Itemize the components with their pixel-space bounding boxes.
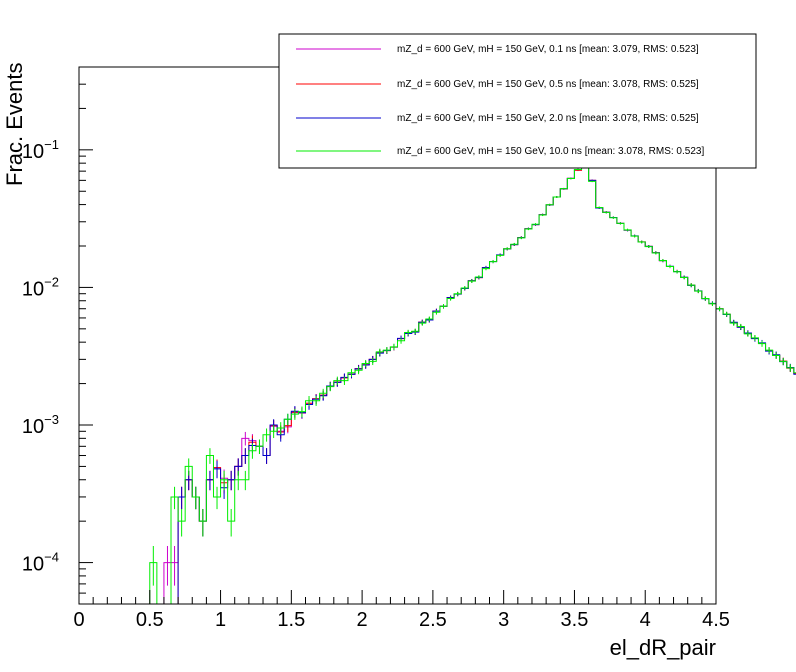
x-tick-label: 3	[498, 609, 509, 631]
x-tick-label: 1.5	[277, 609, 305, 631]
series-3-line	[79, 156, 796, 605]
series-layer	[79, 156, 796, 605]
legend-label-1: mZ_d = 600 GeV, mH = 150 GeV, 0.5 ns [me…	[397, 79, 699, 90]
x-tick-label: 4	[640, 609, 651, 631]
x-tick-label: 4.5	[702, 609, 730, 631]
x-tick-label: 3.5	[561, 609, 589, 631]
y-axis: 10−4 10−3 10−2 10−1	[22, 66, 93, 605]
y-tick-label: 10−1	[22, 137, 59, 163]
x-tick-label: 2	[357, 609, 368, 631]
legend-label-2: mZ_d = 600 GeV, mH = 150 GeV, 2.0 ns [me…	[397, 113, 699, 124]
y-tick-label: 10−3	[22, 412, 59, 438]
y-tick-label: 10−4	[22, 550, 59, 576]
x-tick-label: 2.5	[419, 609, 447, 631]
x-axis: 0 0.5 1 1.5 2 2.5 3 3.5 4 4.5	[73, 590, 730, 631]
y-tick-label: 10−2	[22, 274, 59, 300]
series-3	[79, 156, 796, 605]
legend-label-3: mZ_d = 600 GeV, mH = 150 GeV, 10.0 ns [m…	[397, 146, 704, 157]
legend-label-0: mZ_d = 600 GeV, mH = 150 GeV, 0.1 ns [me…	[397, 44, 699, 55]
legend: mZ_d = 600 GeV, mH = 150 GeV, 0.1 ns [me…	[278, 33, 757, 169]
x-tick-label: 0	[73, 609, 84, 631]
x-tick-label: 1	[215, 609, 226, 631]
x-axis-title: el_dR_pair	[610, 635, 716, 660]
x-tick-label: 0.5	[136, 609, 164, 631]
legend-box	[278, 33, 757, 169]
y-axis-title: Frac. Events	[2, 63, 27, 186]
